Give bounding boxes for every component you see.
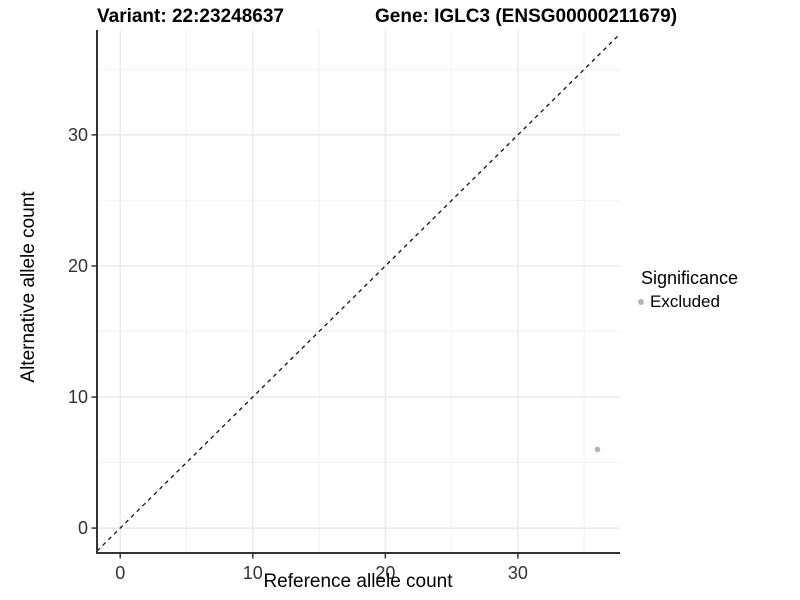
x-tick-label: 30	[508, 563, 528, 583]
y-tick-label: 30	[68, 125, 88, 145]
identity-line	[96, 33, 621, 552]
legend-entry-label: Excluded	[650, 292, 720, 311]
legend-marker-icon	[638, 299, 644, 305]
y-tick-label: 20	[68, 256, 88, 276]
data-point	[594, 446, 601, 453]
legend-entry-excluded: Excluded	[638, 292, 738, 312]
x-tick-label: 20	[375, 563, 395, 583]
gene-title: Gene: IGLC3 (ENSG00000211679)	[375, 6, 678, 27]
y-tick-label: 0	[78, 518, 88, 538]
x-axis-title: Reference allele count	[263, 571, 453, 592]
legend-title: Significance	[641, 268, 739, 288]
legend: Significance Excluded	[638, 268, 738, 312]
x-tick-label: 0	[115, 563, 125, 583]
y-tick-label: 10	[68, 387, 88, 407]
y-axis-title: Alternative allele count	[18, 191, 39, 383]
variant-title: Variant: 22:23248637	[97, 6, 284, 27]
x-tick-label: 10	[243, 563, 263, 583]
